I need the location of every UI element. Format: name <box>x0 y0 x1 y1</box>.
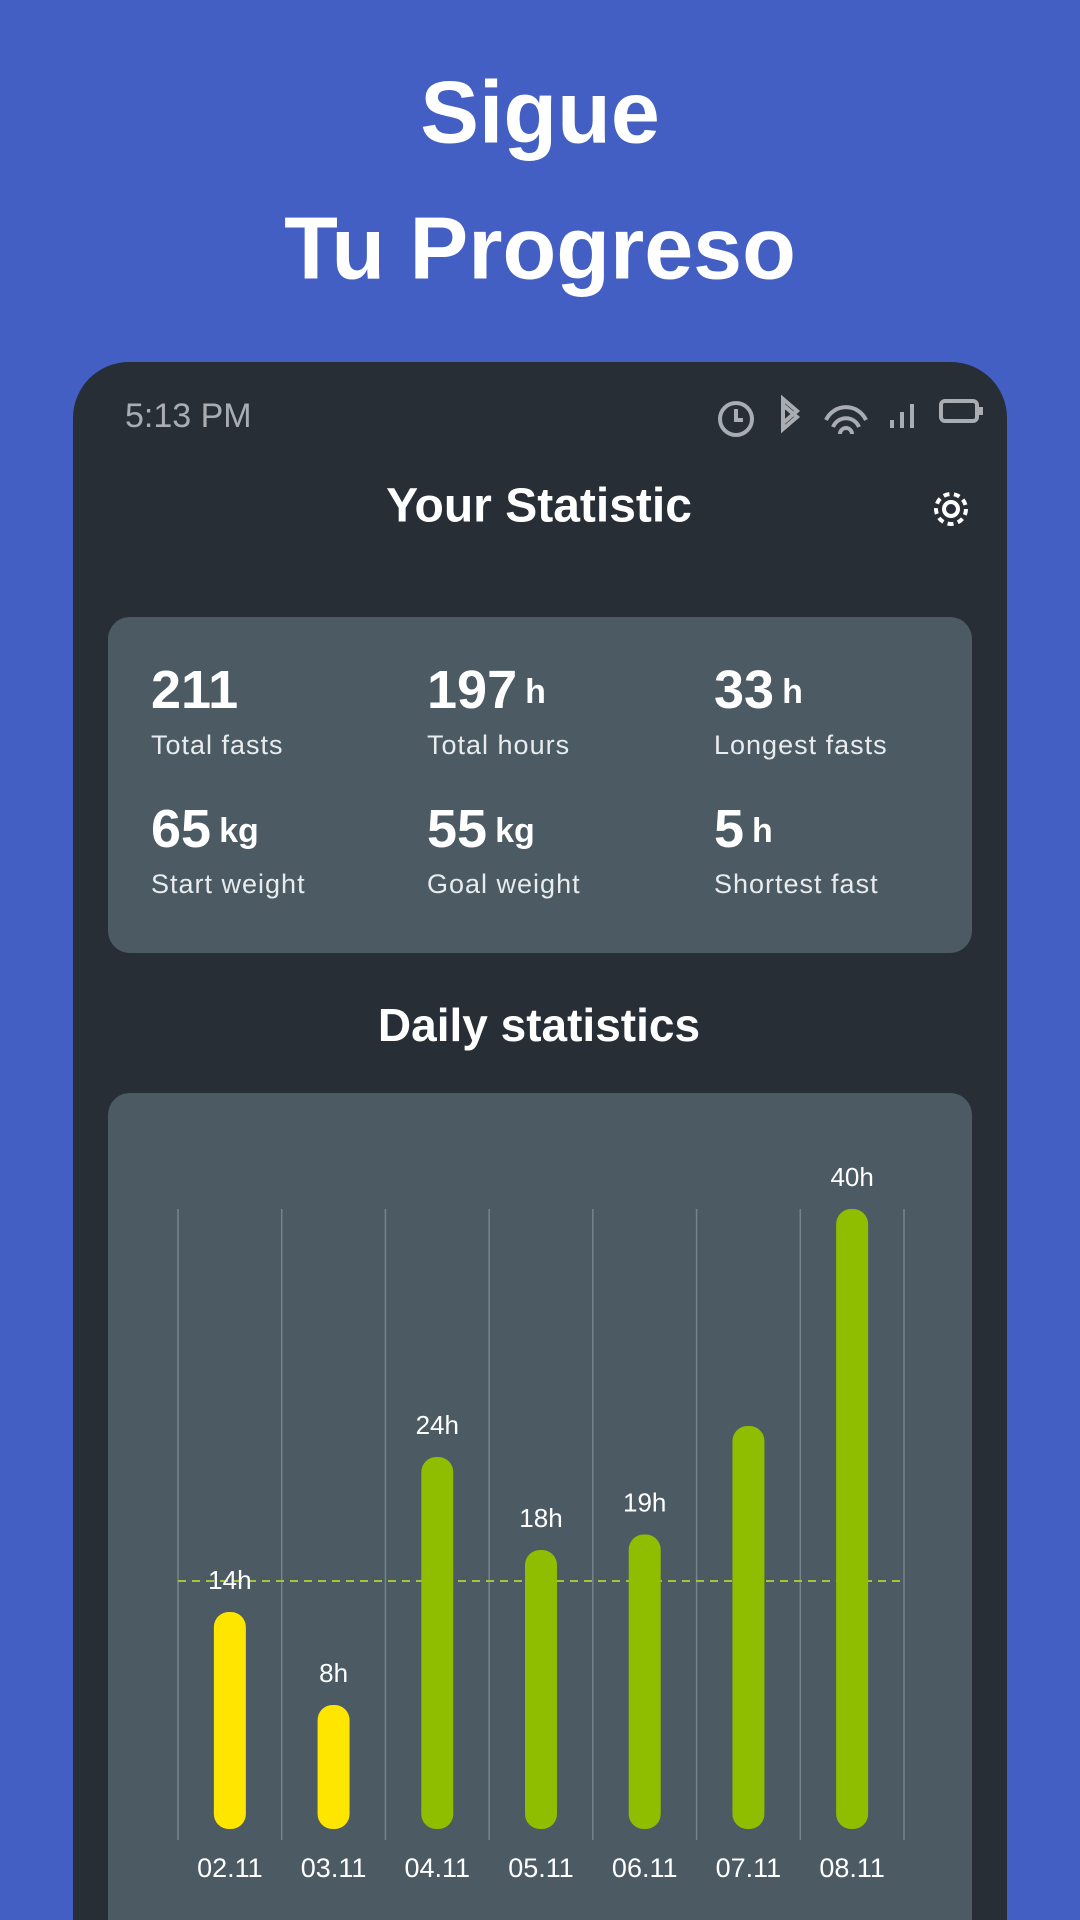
value-label: 14h <box>208 1565 251 1595</box>
chart: 14h 02.11 8h 03.11 24h 04.11 18h 05.11 19h 06.11 0… <box>177 1162 905 1883</box>
x-tick-label: 05.11 <box>508 1853 574 1883</box>
stat-unit: h <box>782 673 803 711</box>
bar <box>525 1550 557 1829</box>
stat-value: 33 h <box>714 660 803 720</box>
bar <box>317 1705 350 1829</box>
stat-number: 197 <box>427 660 517 720</box>
stat-number: 55 <box>427 799 487 859</box>
stat-value: 197 h <box>427 660 546 720</box>
stat-number: 211 <box>151 660 238 720</box>
stat-value: 211 <box>151 660 238 720</box>
value-label: 19h <box>623 1487 666 1517</box>
bar <box>732 1426 765 1829</box>
headline: Sigue <box>420 62 660 161</box>
stats-card <box>108 617 972 953</box>
stat-number: 5 <box>714 799 744 859</box>
stat-unit: kg <box>219 812 259 850</box>
bar <box>213 1612 246 1829</box>
stat-unit: h <box>752 812 773 850</box>
x-tick-label: 08.11 <box>819 1853 885 1883</box>
x-tick-label: 04.11 <box>405 1853 471 1883</box>
stat-unit: kg <box>495 812 535 850</box>
screen-title: Your Statistic <box>386 480 692 533</box>
stat-number: 65 <box>151 799 211 859</box>
x-tick-label: 03.11 <box>301 1853 367 1883</box>
bar <box>421 1457 454 1829</box>
stat-label: Start weight <box>151 869 306 899</box>
x-tick-label: 02.11 <box>197 1853 263 1883</box>
bar <box>836 1209 869 1829</box>
chart-title: Daily statistics <box>378 999 700 1051</box>
stat-label: Goal weight <box>427 869 581 899</box>
status-icons <box>718 394 983 437</box>
stat-label: Longest fasts <box>714 730 888 760</box>
stat-label: Shortest fast <box>714 869 879 899</box>
stat-number: 33 <box>714 660 774 720</box>
bar <box>628 1534 661 1829</box>
stat-value: 55 kg <box>427 799 535 859</box>
x-tick-label: 07.11 <box>716 1853 782 1883</box>
x-tick-label: 06.11 <box>612 1853 678 1883</box>
stat-label: Total fasts <box>151 730 284 760</box>
value-label: 40h <box>830 1162 873 1192</box>
value-label: 24h <box>416 1410 459 1440</box>
stat-label: Total hours <box>427 730 570 760</box>
value-label: 8h <box>319 1658 348 1688</box>
value-label: 18h <box>519 1503 562 1533</box>
stat-unit: h <box>525 673 546 711</box>
status-time: 5:13 PM <box>125 397 252 435</box>
headline: Tu Progreso <box>284 198 796 297</box>
settings-button[interactable] <box>934 492 968 526</box>
stat-value: 65 kg <box>151 799 259 859</box>
